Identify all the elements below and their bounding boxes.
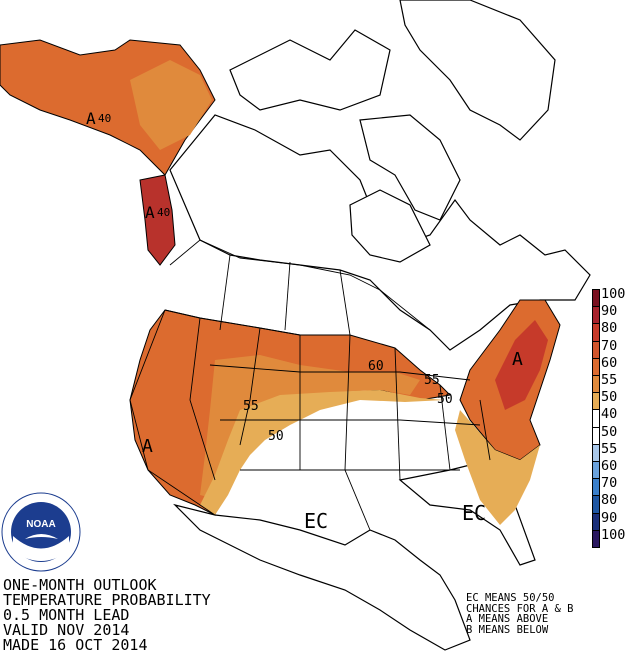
title-line-1: ONE-MONTH OUTLOOK — [3, 576, 157, 594]
bc-above — [139, 174, 176, 266]
scale-swatch — [592, 392, 600, 411]
label-50-greatlakes: 50 — [437, 392, 453, 407]
title-block: ONE-MONTH OUTLOOK TEMPERATURE PROBABILIT… — [3, 578, 211, 653]
scale-swatch — [592, 461, 600, 480]
scale-swatch — [592, 340, 600, 359]
scale-label: 60 — [601, 458, 618, 474]
scale-label: 90 — [601, 509, 618, 526]
scale-label: 90 — [601, 303, 618, 320]
scale-label: 50 — [601, 389, 618, 406]
scale-label: 80 — [601, 492, 618, 509]
arctic-islands-outline — [229, 29, 391, 111]
title-line-4: VALID NOV 2014 — [3, 621, 130, 639]
plains-above-33 — [200, 390, 445, 515]
scale-label: 70 — [601, 337, 618, 354]
legend-note-line-4: B MEANS BELOW — [466, 623, 549, 636]
label-55-greatlakes: 55 — [424, 373, 440, 388]
alaska-above-40 — [130, 60, 212, 150]
title-line-5: MADE 16 OCT 2014 — [3, 636, 148, 654]
state-lines — [129, 239, 491, 531]
scale-swatch — [592, 443, 600, 462]
west-above-33 — [200, 355, 420, 500]
scale-label: 50 — [601, 423, 618, 440]
scale-label: 80 — [601, 320, 618, 337]
legend-note-line-1: EC MEANS 50/50 — [466, 592, 555, 604]
label-a-alaska: A — [86, 109, 96, 128]
scale-swatch — [592, 323, 600, 342]
scale-label: 100 — [601, 526, 626, 543]
contour-labels: A 40 A 40 A A EC EC 60 55 50 55 50 — [86, 109, 523, 533]
label-alaska-40: 40 — [98, 112, 111, 125]
label-60-midwest: 60 — [368, 359, 384, 374]
label-a-west: A — [142, 436, 153, 457]
title-line-2: TEMPERATURE PROBABILITY — [3, 591, 211, 609]
label-a-bc: A — [145, 203, 155, 222]
scale-label: 70 — [601, 475, 618, 492]
label-a-northeast: A — [512, 349, 523, 370]
scale-label: 55 — [601, 440, 618, 457]
noaa-logo-text: NOAA — [26, 519, 55, 530]
scale-swatch — [592, 478, 600, 497]
label-55-rockies: 55 — [243, 399, 259, 414]
legend-note-line-2: CHANCES FOR A & B — [466, 602, 574, 615]
label-ec-center: EC — [304, 509, 328, 533]
label-ec-southeast: EC — [462, 501, 486, 525]
label-50-plains: 50 — [268, 429, 284, 444]
noaa-logo: NOAA — [1, 492, 81, 572]
legend-note: EC MEANS 50/50 CHANCES FOR A & B A MEANS… — [466, 593, 573, 635]
greenland-outline — [399, 0, 556, 141]
title-line-3: 0.5 MONTH LEAD — [3, 606, 130, 624]
scale-swatch — [592, 495, 600, 514]
hudson-bay-outline — [349, 189, 431, 263]
scale-swatch — [592, 375, 600, 394]
label-bc-40: 40 — [157, 206, 170, 219]
scale-swatch — [592, 529, 600, 548]
southeast-above-33 — [455, 410, 540, 525]
northeast-above-40 — [495, 320, 548, 410]
scale-swatch — [592, 289, 600, 308]
scale-swatch — [592, 409, 600, 428]
land-outlines — [169, 0, 591, 651]
scale-swatch — [592, 512, 600, 531]
mexico-outline — [173, 503, 471, 651]
scale-label: 40 — [601, 406, 618, 423]
scale-swatch — [592, 426, 600, 445]
scale-label: 60 — [601, 354, 618, 371]
scale-swatch — [592, 306, 600, 325]
scale-swatch — [592, 357, 600, 376]
scale-label: 55 — [601, 372, 618, 388]
scale-label: 100 — [601, 286, 626, 302]
legend-note-line-3: A MEANS ABOVE — [466, 613, 549, 625]
